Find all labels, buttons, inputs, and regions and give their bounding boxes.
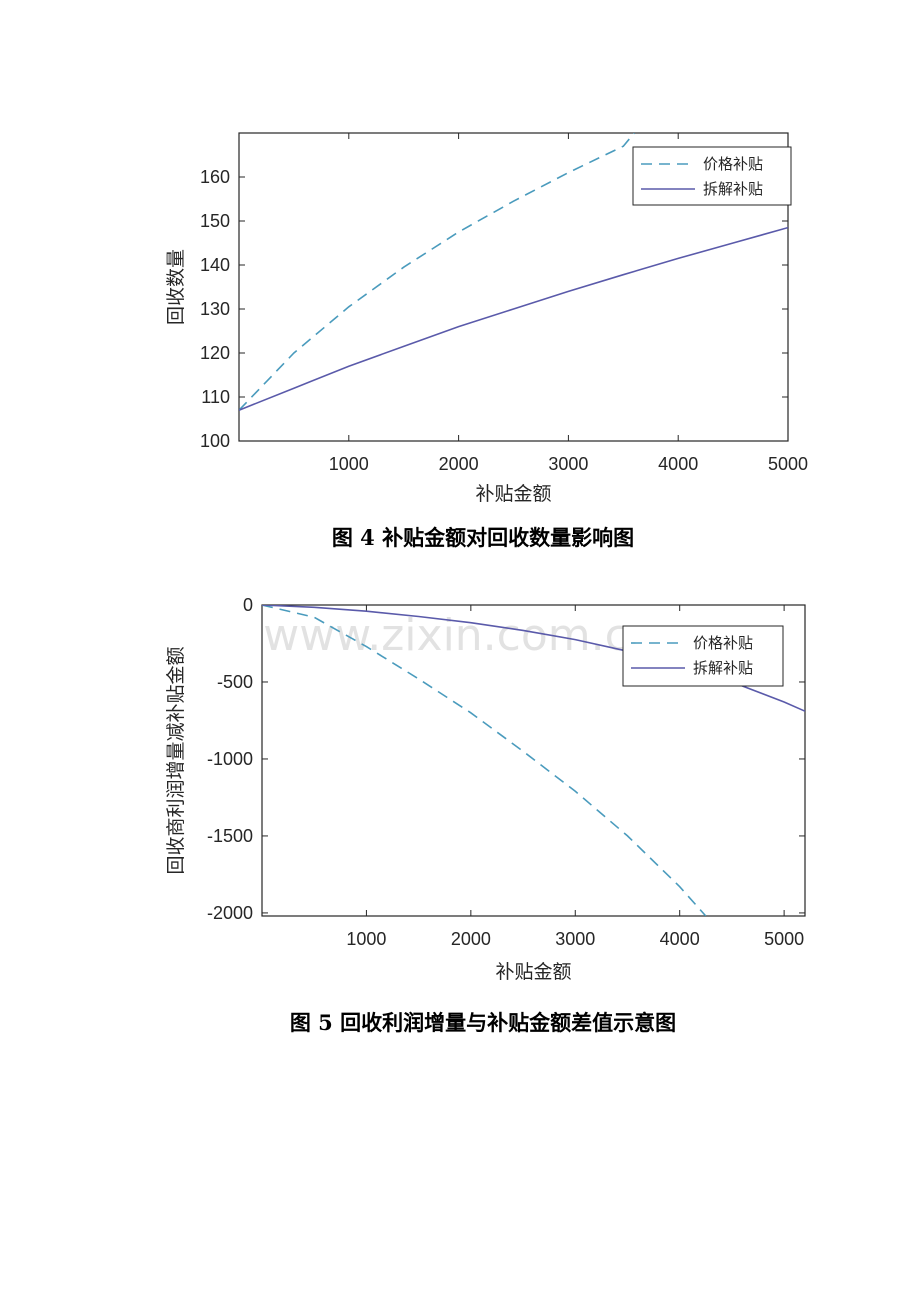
- x-tick-label: 2000: [451, 929, 491, 949]
- x-tick-label: 4000: [658, 454, 698, 474]
- x-tick-label: 5000: [764, 929, 804, 949]
- x-tick-label: 1000: [346, 929, 386, 949]
- legend-box: [622, 625, 784, 687]
- y-tick-label: -1500: [207, 826, 253, 846]
- legend-label: 拆解补贴: [703, 180, 763, 198]
- x-axis-label: 补贴金额: [495, 961, 571, 983]
- legend-box: [632, 146, 792, 206]
- y-tick-label: 110: [201, 387, 230, 407]
- y-tick-label: -1000: [207, 749, 253, 769]
- chart-profit-difference: 1000 2000 3000 4000 5000 0 -500 -1000 -1500 -2000…: [165, 595, 806, 983]
- series-line-dismantle-subsidy: [239, 226, 788, 411]
- y-tick-label: 130: [200, 299, 230, 319]
- y-tick-label: 0: [243, 595, 253, 615]
- x-tick-label: 5000: [768, 454, 808, 474]
- series-line-price-subsidy: [239, 133, 635, 411]
- series-line-price-subsidy: [262, 605, 707, 916]
- legend-label: 拆解补贴: [693, 659, 753, 677]
- x-axis-label: 补贴金额: [475, 483, 551, 505]
- y-tick-label: -500: [217, 672, 253, 692]
- plot-frame: [261, 604, 806, 917]
- figure-4-caption: 图 4 补贴金额对回收数量影响图: [332, 525, 634, 550]
- x-tick-label: 3000: [548, 454, 588, 474]
- watermark: www.zixin.com.cn: [263, 610, 656, 661]
- legend-label: 价格补贴: [693, 634, 753, 652]
- plot-frame: [238, 132, 789, 442]
- x-tick-label: 4000: [660, 929, 700, 949]
- y-axis-label: 回收数量: [165, 249, 187, 325]
- y-tick-label: 120: [200, 343, 230, 363]
- legend-label: 价格补贴: [703, 155, 763, 173]
- chart-recovery-quantity: 1000 2000 3000 4000 5000 100 110 120 130 140 150 16…: [165, 132, 808, 505]
- y-tick-label: 100: [200, 431, 230, 451]
- y-axis-label: 回收商利润增量减补贴金额: [165, 646, 187, 874]
- y-tick-label: 160: [200, 167, 230, 187]
- x-tick-label: 3000: [555, 929, 595, 949]
- y-tick-label: 150: [200, 211, 230, 231]
- figure-5-caption: 图 5 回收利润增量与补贴金额差值示意图: [290, 1010, 676, 1035]
- y-tick-label: -2000: [207, 903, 253, 923]
- x-tick-label: 2000: [439, 454, 479, 474]
- y-tick-label: 140: [200, 255, 230, 275]
- x-tick-label: 1000: [329, 454, 369, 474]
